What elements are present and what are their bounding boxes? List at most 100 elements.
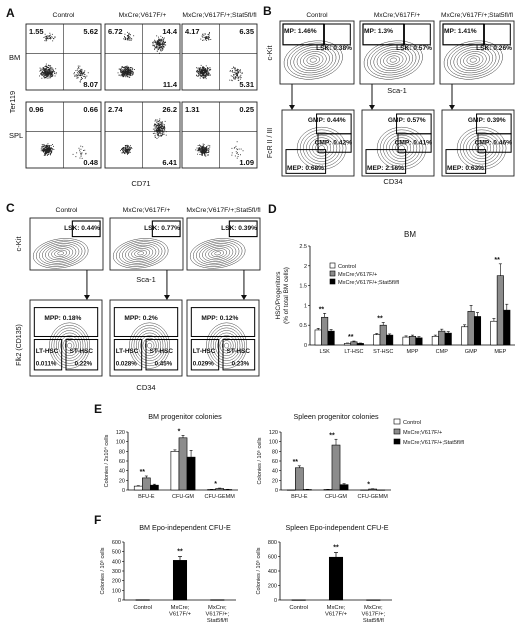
chartD-title: BM (404, 230, 416, 239)
chartF1-category-2: V617F/+; (205, 611, 229, 617)
chartE1-bar-2-1 (215, 488, 224, 491)
chartE1-bar-1-1 (178, 437, 188, 491)
panelA-dots-r1-c0 (40, 143, 87, 159)
chartD-bar-2-2 (386, 334, 394, 346)
panelB-lsk-label-2: LSK: 0.26% (476, 45, 512, 52)
panelC-lsk-gate-2 (228, 220, 258, 238)
panelB-cmp-gate-0 (317, 133, 352, 153)
chartD-ylabel-1: (% of total BM cells) (283, 267, 290, 324)
panelB-top-x-axis: Sca-1 (387, 86, 407, 95)
chartF2-category-1: MxCre; (327, 605, 346, 611)
panelC-genotype-0: Control (56, 207, 78, 214)
panelA-quad-ul-r1-c2: 1.31 (185, 105, 200, 114)
panelC-lthsc-gate-2 (190, 339, 220, 371)
panelC-sthsc-value-0: 0.22% (75, 360, 93, 367)
chartE2-star-0: ** (293, 459, 299, 466)
chartE1-bar-1-2 (186, 456, 196, 491)
chartD-bar-0-1 (321, 316, 329, 346)
chartF1-title: BM Epo-independent CFU-E (139, 523, 231, 532)
panelB-lsk-gate-2 (483, 23, 511, 46)
panelC-sthsc-label-2: ST-HSC (227, 348, 251, 355)
panelA-quad-lr-r1-c0: 0.48 (83, 158, 98, 167)
chartF2-bar-0 (291, 599, 306, 601)
chartE1-ytick-label-0: 0 (122, 488, 125, 494)
chartE-legend-swatch-1 (393, 428, 401, 435)
chartE-legend-swatch-2 (393, 438, 401, 445)
panelC-bottom-y-axis: Flk2 (CD135) (16, 324, 23, 366)
panel-letter-B: B (263, 4, 272, 18)
panelB-mp-label-1: MP: 1.3% (364, 28, 393, 35)
panelA-quad-ur-r1-c2: 0.25 (239, 105, 254, 114)
chartE2-category-2: CFU-GEMM (358, 494, 389, 500)
chartF2-category-2: Stat5fl/fl (363, 618, 384, 623)
chartD-bar-3-1 (408, 335, 417, 346)
panelC-sthsc-gate-0 (65, 339, 99, 371)
chartE1-ytick-label-6: 120 (116, 430, 125, 436)
panelB-mep-label-0: MEP: 0.68% (287, 165, 324, 172)
panelA-quad-ur-r1-c1: 26.2 (162, 105, 177, 114)
panelA-genotype-2: MxCre;V617F/+;Stat5fl/fl (182, 12, 257, 19)
chartD-bar-2-1 (379, 324, 387, 346)
chartD-category-5: GMP (465, 349, 478, 355)
panelC-mpp-label-0: MPP: 0.18% (44, 315, 81, 322)
panelA-quad-lr-r0-c1: 11.4 (163, 80, 178, 89)
panelB-gmp-label-2: GMP: 0.39% (468, 117, 506, 124)
chartD-bar-1-2 (356, 343, 364, 346)
panelB-mep-gate-2 (445, 149, 487, 174)
chartD-ytick-label-0: 0 (304, 343, 307, 349)
panelA-quad-lr-r1-c1: 6.41 (162, 158, 177, 167)
chartE2-ylabel-0: Colonies / 10⁵ cells (256, 437, 263, 484)
chartE1-ylabel-0: Colonies / 2x10⁴ cells (103, 434, 110, 487)
panelB-arrow-1-head (369, 105, 375, 110)
panelC-lthsc-value-0: 0.011% (36, 360, 57, 367)
panelC-bottom-x-axis: CD34 (136, 383, 155, 392)
chartE2-ytick-label-0: 0 (275, 488, 278, 494)
chartD-bar-2-0 (373, 334, 381, 346)
panelA-x-axis-label: CD71 (131, 179, 150, 188)
panelC-lsk-label-0: LSK: 0.44% (64, 225, 100, 232)
panelA-quad-ur-r0-c1: 14.4 (162, 27, 177, 36)
chartD-legend-swatch-2 (329, 278, 336, 285)
panelC-lthsc-label-0: LT-HSC (36, 348, 59, 355)
panelC-top-contour-2 (189, 238, 246, 269)
chartD-category-1: LT-HSC (344, 349, 363, 355)
chartE1-bar-1-0 (170, 451, 180, 491)
chartD-bar-3-2 (415, 337, 423, 346)
panelA-quad-lr-r0-c0: 8.07 (83, 80, 98, 89)
chartE2-bar-2-1 (368, 488, 377, 491)
panelA-quad-ul-r1-c0: 0.96 (29, 105, 44, 114)
panelC-sthsc-gate-2 (222, 339, 256, 371)
chartF2-ytick-label-4: 800 (268, 540, 277, 546)
chartF2-bar-1 (328, 556, 344, 601)
chartE1-star-2: * (214, 481, 217, 488)
panelB-genotype-2: MxCre;V617F/+;Stat5fl/fl (441, 12, 514, 19)
chartE-legend-label-1: MxCre;V617F/+ (403, 430, 442, 436)
panelB-lsk-label-0: LSK: 0.38% (316, 45, 352, 52)
chartD-category-4: CMP (436, 349, 449, 355)
panelB-lsk-gate-0 (323, 23, 351, 46)
panel-letter-F: F (94, 513, 101, 527)
panelC-mpp-gate-1 (113, 307, 179, 337)
chartF1-ytick-label-5: 500 (112, 550, 121, 556)
chartD-category-3: MPP (407, 349, 419, 355)
chartE2-title: Spleen progenitor colonies (293, 412, 379, 421)
panelC-mpp-label-1: MPP: 0.2% (124, 315, 157, 322)
chartF1-category-2: MxCre; (208, 605, 227, 611)
panelC-sthsc-gate-1 (145, 339, 179, 371)
panelB-bottom-contour-0 (296, 126, 347, 170)
panelC-genotype-2: MxCre;V617F/+;Stat5fl/fl (186, 207, 261, 214)
chartD-ylabel-0: HSC/Progenitors (275, 272, 282, 320)
panelC-lthsc-gate-0 (33, 339, 63, 371)
chartE2-ytick-label-3: 60 (272, 459, 278, 465)
panelC-top-x-axis: Sca-1 (136, 275, 156, 284)
panelA-quad-ul-r0-c2: 4.17 (185, 27, 200, 36)
panelA-quad-ul-r1-c1: 2.74 (108, 105, 123, 114)
chartE1-bar-0-1 (142, 477, 151, 491)
panelC-lsk-gate-1 (151, 220, 181, 238)
chartE2-category-1: CFU-GM (325, 494, 347, 500)
panelB-mep-gate-1 (365, 149, 407, 174)
panelB-gmp-label-0: GMP: 0.44% (308, 117, 346, 124)
chartF1-ytick-label-2: 200 (112, 579, 121, 585)
panelB-top-contour-1 (363, 40, 423, 80)
chartD-bar-0-2 (327, 330, 335, 346)
